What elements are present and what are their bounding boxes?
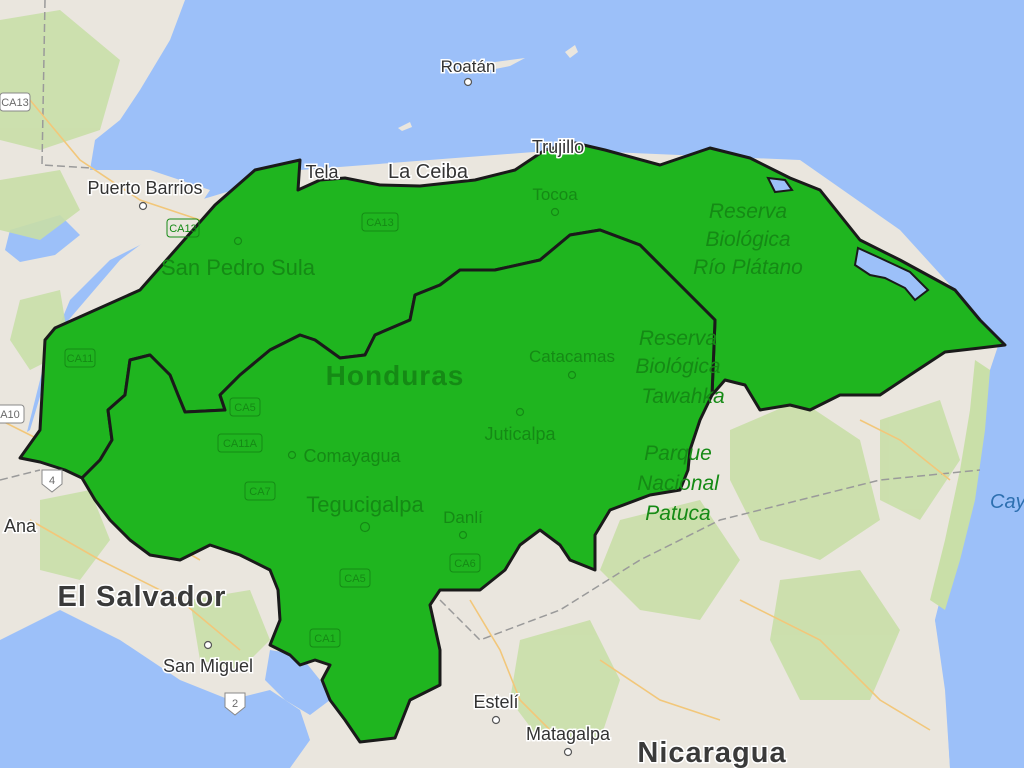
label-honduras: Honduras (326, 360, 465, 391)
country-labels: Honduras El Salvador Nicaragua (56, 360, 787, 768)
shield-ca13-b: CA13 (361, 212, 399, 232)
forest-patches (0, 10, 960, 740)
shield-ca7: CA7 (244, 481, 276, 501)
svg-text:2: 2 (232, 698, 238, 710)
highway-shields: CA13 CA13 CA13 CA11 A10 CA5 CA11A CA7 CA… (0, 92, 481, 716)
label-patuca-2: Nacional (637, 472, 720, 495)
city-labels: Roatán Tela La Ceiba Trujillo Puerto Bar… (2, 56, 612, 746)
region-southern-honduras[interactable] (80, 228, 717, 744)
label-comayagua: Comayagua (303, 446, 401, 466)
label-tocoa: Tocoa (532, 185, 578, 204)
label-tawahka-2: Biológica (635, 355, 720, 378)
label-patuca-3: Patuca (645, 502, 710, 525)
label-tegucigalpa: Tegucigalpa (306, 492, 424, 517)
water-gulf (265, 650, 330, 715)
label-rio-platano-2: Biológica (705, 228, 790, 251)
shield-ca13-a: CA13 (0, 92, 31, 112)
shield-ca10: A10 (0, 404, 25, 424)
label-roatan: Roatán (441, 57, 496, 76)
label-tela: Tela (305, 162, 339, 182)
shield-ca1: CA1 (309, 628, 341, 648)
label-catacamas: Catacamas (529, 347, 615, 366)
shield-ca5-a: CA5 (229, 397, 261, 417)
label-matagalpa: Matagalpa (526, 724, 611, 744)
label-san-pedro-sula: San Pedro Sula (161, 255, 316, 280)
svg-text:CA5: CA5 (344, 573, 365, 585)
svg-text:CA13: CA13 (169, 223, 197, 235)
city-labels-region: San Pedro Sula Tocoa Catacamas Juticalpa… (161, 185, 615, 527)
water-east-coast (935, 330, 1024, 768)
label-puerto-barrios: Puerto Barrios (87, 178, 202, 198)
country-borders (0, 0, 981, 641)
reserve-labels: Reserva Biológica Río Plátano Reserva Bi… (635, 200, 803, 525)
water-pacific (0, 610, 310, 768)
label-cay: Cay (990, 491, 1024, 513)
label-patuca-1: Parque (644, 442, 712, 465)
svg-text:4: 4 (49, 475, 55, 487)
label-el-salvador: El Salvador (58, 581, 227, 613)
label-rio-platano-1: Reserva (709, 200, 787, 223)
label-ana: Ana (4, 516, 37, 536)
label-trujillo: Trujillo (532, 137, 584, 157)
svg-text:CA6: CA6 (454, 558, 475, 570)
label-esteli: Estelí (473, 692, 518, 712)
svg-text:A10: A10 (0, 409, 20, 421)
svg-text:CA5: CA5 (234, 402, 255, 414)
brus-laguna (853, 246, 930, 302)
label-la-ceiba: La Ceiba (388, 161, 469, 183)
label-nicaragua: Nicaragua (637, 737, 786, 768)
svg-text:CA7: CA7 (249, 486, 270, 498)
svg-text:CA11: CA11 (67, 353, 94, 365)
shield-ca5-b: CA5 (339, 568, 371, 588)
svg-text:CA13: CA13 (366, 217, 394, 229)
shield-ca13-c: CA13 (166, 218, 200, 238)
city-dots (138, 77, 577, 757)
label-tawahka-3: Tawahka (641, 385, 724, 408)
coastal-inlet (766, 176, 794, 194)
label-danli: Danlí (443, 508, 483, 527)
shield-ca11a: CA11A (217, 433, 263, 453)
label-juticalpa: Juticalpa (484, 424, 556, 444)
svg-text:CA13: CA13 (1, 97, 29, 109)
svg-text:CA1: CA1 (314, 633, 335, 645)
bay-islands (398, 45, 578, 131)
shield-ca6: CA6 (449, 553, 481, 573)
coastal-lagoon (930, 360, 990, 610)
shield-4: 4 (41, 469, 63, 493)
label-rio-platano-3: Río Plátano (693, 256, 803, 279)
shield-2: 2 (224, 692, 246, 716)
svg-text:CA11A: CA11A (223, 438, 258, 450)
label-san-miguel: San Miguel (163, 656, 253, 676)
label-tawahka-1: Reserva (639, 327, 717, 350)
shield-ca11: CA11 (64, 348, 96, 368)
